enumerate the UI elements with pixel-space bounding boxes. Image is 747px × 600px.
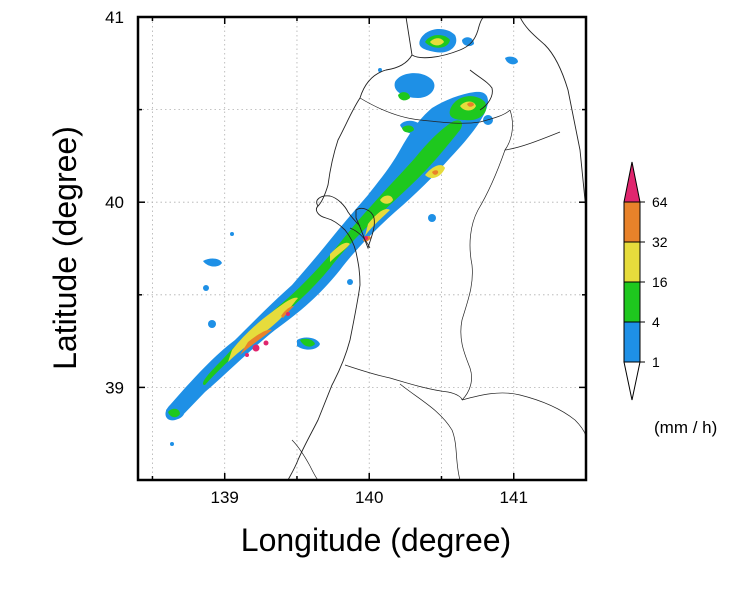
coastline [287, 17, 413, 480]
hachirogata [355, 207, 375, 250]
colorbar-level-label: 64 [652, 194, 668, 210]
colorbar-level-label: 16 [652, 274, 668, 290]
boundary-akita-yamagata [344, 364, 463, 401]
sado-tip [291, 439, 319, 480]
colorbar-unit-label: (mm / h) [654, 418, 717, 437]
colorbar-segment [623, 321, 641, 363]
coastline-and-boundaries [287, 17, 586, 480]
fishing-inlet [349, 227, 371, 249]
y-tick-label: 41 [105, 8, 124, 27]
y-axis-ticks: 39 40 41 [105, 8, 586, 481]
y-tick-label: 40 [105, 193, 124, 212]
colorbar-segment [623, 281, 641, 323]
map-background [138, 17, 586, 480]
plot-frame [136, 15, 588, 482]
mutsu-bay [469, 69, 493, 111]
colorbar-boxes [623, 201, 641, 363]
precip-band-64-plus [245, 236, 368, 357]
y-tick-label: 39 [105, 378, 124, 397]
colorbar-segment [623, 241, 641, 283]
colorbar-level-label: 32 [652, 234, 668, 250]
precipitation-field [165, 28, 518, 446]
x-tick-label: 140 [355, 488, 383, 507]
precip-band-32-64 [240, 102, 474, 355]
colorbar-labels: 1 4 16 32 64 [640, 194, 668, 370]
x-axis-ticks: 139 140 141 [151, 17, 587, 507]
east-coast [519, 17, 586, 211]
x-axis-label: Longitude (degree) [241, 522, 511, 558]
tsugaru-coast [411, 17, 485, 59]
colorbar-lower-extension [623, 361, 641, 401]
boundary-aomori-akita [359, 97, 511, 124]
oga-peninsula [316, 195, 361, 227]
colorbar-legend: 1 4 16 32 64 (mm / h) [623, 161, 717, 437]
colorbar-level-label: 1 [652, 354, 660, 370]
x-tick-label: 141 [500, 488, 528, 507]
boundary-akita-iwate [460, 149, 506, 401]
colorbar-segment [623, 201, 641, 243]
colorbar-upper-extension [623, 161, 641, 203]
boundary-iwate-east [504, 109, 561, 151]
map-plot-area: 139 140 141 39 40 41 Longitude (degree) Lati… [47, 8, 588, 558]
x-tick-label: 139 [211, 488, 239, 507]
boundary-miyagi [461, 392, 586, 437]
gridlines [138, 17, 586, 480]
colorbar-level-label: 4 [652, 314, 660, 330]
boundary-yamagata-niigata [399, 383, 461, 480]
y-axis-label: Latitude (degree) [47, 126, 83, 370]
